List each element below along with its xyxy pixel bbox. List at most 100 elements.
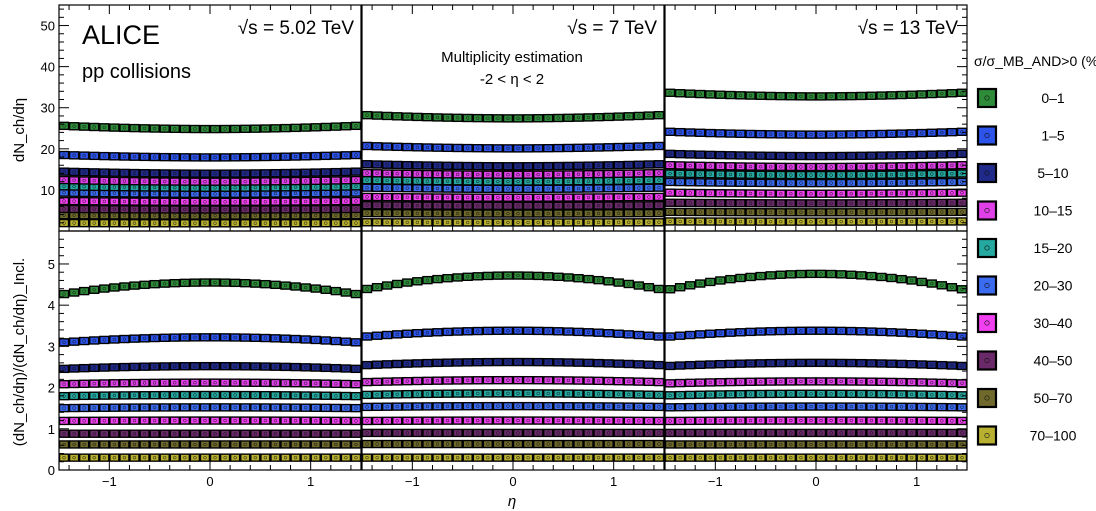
top-marker-2-0 bbox=[769, 94, 773, 98]
top-marker-2-1 bbox=[698, 131, 702, 135]
top-marker-2-4 bbox=[940, 172, 944, 176]
ratio-marker-2-2 bbox=[698, 363, 702, 367]
ratio-marker-1-5 bbox=[405, 404, 409, 409]
top-marker-2-6 bbox=[758, 191, 763, 196]
ratio-marker-0-5 bbox=[112, 406, 117, 410]
ratio-marker-1-8 bbox=[486, 442, 490, 446]
ratio-marker-1-7 bbox=[526, 431, 530, 435]
top-marker-1-2 bbox=[516, 164, 520, 168]
top-marker-2-8 bbox=[920, 210, 924, 214]
top-marker-1-4 bbox=[576, 179, 581, 183]
ratio-marker-0-4 bbox=[152, 393, 157, 397]
top-marker-0-4 bbox=[314, 185, 318, 189]
top-marker-0-8 bbox=[82, 213, 86, 217]
top-marker-2-8 bbox=[829, 210, 833, 214]
top-marker-0-0 bbox=[303, 125, 308, 130]
ratio-marker-2-3 bbox=[769, 379, 773, 384]
ratio-marker-1-3 bbox=[576, 378, 581, 383]
top-marker-1-8 bbox=[516, 211, 520, 216]
top-marker-0-7 bbox=[314, 207, 318, 211]
ratio-marker-1-4 bbox=[455, 391, 460, 396]
top-marker-2-2 bbox=[849, 154, 853, 158]
top-marker-2-5 bbox=[930, 180, 934, 184]
top-marker-1-0 bbox=[546, 116, 550, 120]
top-marker-1-8 bbox=[576, 211, 581, 216]
top-marker-0-1 bbox=[324, 154, 328, 158]
ratio-marker-1-1 bbox=[375, 334, 379, 338]
top-marker-1-4 bbox=[526, 179, 530, 184]
top-marker-2-6 bbox=[779, 191, 783, 196]
top-marker-1-1 bbox=[566, 146, 571, 150]
ratio-marker-1-5 bbox=[476, 404, 480, 408]
top-marker-1-0 bbox=[596, 115, 601, 119]
ratio-marker-1-5 bbox=[445, 404, 450, 408]
top-marker-0-3 bbox=[82, 178, 86, 183]
top-marker-1-2 bbox=[445, 164, 450, 168]
top-marker-1-2 bbox=[385, 163, 389, 167]
ratio-marker-0-0 bbox=[152, 282, 157, 286]
ratio-marker-2-3 bbox=[758, 380, 763, 384]
ratio-marker-2-5 bbox=[799, 404, 803, 409]
ratio-marker-2-4 bbox=[869, 392, 874, 396]
ratio-marker-1-9 bbox=[486, 455, 490, 460]
ratio-marker-0-2 bbox=[314, 365, 318, 370]
top-marker-2-7 bbox=[758, 201, 763, 205]
ratio-marker-2-7 bbox=[758, 431, 763, 435]
ratio-marker-0-3 bbox=[163, 381, 167, 385]
top-marker-0-3 bbox=[213, 180, 217, 184]
top-marker-1-6 bbox=[486, 196, 490, 200]
ratio-marker-1-8 bbox=[405, 442, 409, 446]
ratio-marker-2-7 bbox=[678, 431, 682, 435]
ratio-marker-2-5 bbox=[718, 405, 723, 409]
top-marker-2-7 bbox=[909, 201, 914, 205]
top-marker-0-2 bbox=[92, 170, 96, 175]
ratio-marker-1-0 bbox=[375, 285, 379, 289]
top-marker-2-1 bbox=[849, 132, 853, 137]
top-marker-2-8 bbox=[879, 210, 884, 214]
top-marker-0-8 bbox=[152, 213, 157, 218]
top-marker-0-1 bbox=[72, 153, 76, 157]
ratio-marker-2-2 bbox=[789, 361, 793, 365]
top-marker-2-6 bbox=[668, 191, 672, 195]
top-marker-0-1 bbox=[303, 154, 308, 158]
top-marker-0-8 bbox=[183, 213, 187, 218]
top-marker-2-0 bbox=[819, 94, 823, 99]
ratio-marker-2-4 bbox=[789, 392, 793, 396]
top-marker-2-0 bbox=[718, 93, 723, 97]
top-marker-0-3 bbox=[273, 179, 278, 183]
ratio-marker-0-3 bbox=[132, 381, 137, 385]
ratio-marker-2-6 bbox=[809, 418, 813, 423]
ratio-marker-1-6 bbox=[445, 418, 450, 423]
top-marker-2-3 bbox=[930, 164, 934, 168]
ratio-marker-0-1 bbox=[293, 337, 298, 341]
top-marker-1-2 bbox=[425, 163, 430, 168]
top-marker-0-5 bbox=[253, 192, 257, 196]
ratio-marker-0-4 bbox=[354, 394, 358, 398]
top-marker-0-8 bbox=[253, 213, 257, 218]
ratio-marker-2-8 bbox=[950, 442, 954, 447]
top-marker-0-0 bbox=[334, 124, 338, 129]
top-marker-2-2 bbox=[839, 154, 843, 158]
ratio-marker-1-2 bbox=[596, 361, 601, 365]
top-marker-0-5 bbox=[223, 192, 227, 196]
energy-label-1: √s = 7 TeV bbox=[567, 18, 657, 39]
top-marker-0-3 bbox=[293, 179, 298, 183]
top-marker-2-6 bbox=[678, 191, 682, 195]
ratio-marker-2-2 bbox=[678, 363, 682, 368]
ratio-marker-0-9 bbox=[193, 455, 197, 460]
top-marker-2-1 bbox=[859, 132, 863, 136]
ratio-marker-2-6 bbox=[869, 418, 874, 423]
top-marker-0-8 bbox=[223, 213, 227, 218]
ratio-marker-2-7 bbox=[940, 431, 944, 435]
ratio-marker-1-3 bbox=[536, 378, 540, 382]
ratio-marker-1-9 bbox=[496, 455, 500, 460]
top-marker-0-4 bbox=[183, 186, 187, 190]
top-marker-0-6 bbox=[62, 199, 66, 203]
ratio-marker-2-6 bbox=[859, 418, 863, 423]
ratio-marker-1-6 bbox=[385, 419, 389, 423]
top-marker-1-2 bbox=[657, 162, 661, 166]
top-marker-1-4 bbox=[466, 179, 470, 184]
top-marker-1-2 bbox=[627, 163, 631, 167]
data-marks bbox=[58, 88, 968, 462]
top-marker-1-0 bbox=[445, 115, 450, 120]
